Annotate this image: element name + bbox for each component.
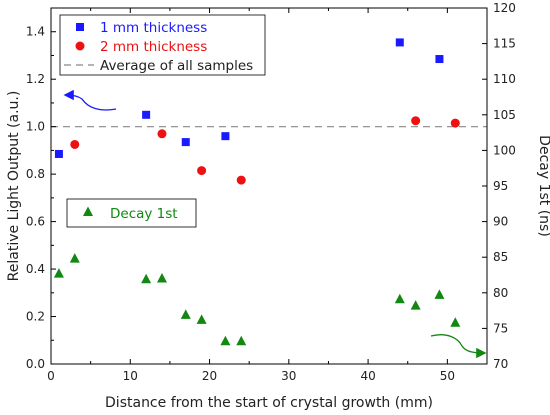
point-s2-3 xyxy=(156,273,167,283)
yr-tick-label-10: 120 xyxy=(493,1,516,15)
y-axis-label-left: Relative Light Output (a.u.) xyxy=(6,91,22,282)
point-s0-4 xyxy=(395,38,404,47)
yr-tick-label-7: 105 xyxy=(493,108,516,122)
point-s0-1 xyxy=(142,110,151,119)
x-tick-label-5: 50 xyxy=(440,369,455,383)
x-tick-label-4: 40 xyxy=(360,369,375,383)
yr-tick-label-3: 85 xyxy=(493,250,508,264)
yl-tick-label-5: 1.0 xyxy=(26,120,45,134)
yl-tick-label-1: 0.2 xyxy=(26,310,45,324)
legend-box-main xyxy=(59,14,266,76)
legend-label-2mm: 2 mm thickness xyxy=(100,39,207,55)
point-s1-2 xyxy=(197,166,207,176)
x-tick-label-0: 0 xyxy=(47,369,55,383)
point-s2-5 xyxy=(196,314,207,324)
yr-tick-label-4: 90 xyxy=(493,215,508,229)
yr-tick-label-0: 70 xyxy=(493,357,508,371)
legend-marker-2mm xyxy=(75,41,85,51)
yl-tick-label-0: 0.0 xyxy=(26,357,45,371)
point-s0-2 xyxy=(181,138,190,147)
point-s1-1 xyxy=(157,129,167,139)
legend-label-decay: Decay 1st xyxy=(110,206,178,222)
point-s2-1 xyxy=(69,253,80,263)
point-s2-0 xyxy=(53,268,64,278)
yl-tick-label-7: 1.4 xyxy=(26,25,45,39)
legend-label-average: Average of all samples xyxy=(100,58,253,74)
plot-area xyxy=(51,38,487,346)
axis-arrows xyxy=(63,89,487,359)
arrow-to-right-axis xyxy=(430,334,487,359)
point-s2-7 xyxy=(236,335,247,346)
point-s1-3 xyxy=(236,175,246,185)
x-axis-label: Distance from the start of crystal growt… xyxy=(105,395,433,411)
yl-tick-label-2: 0.4 xyxy=(26,262,45,276)
yl-tick-label-4: 0.8 xyxy=(26,167,45,181)
point-s0-0 xyxy=(54,149,63,158)
yr-tick-label-9: 115 xyxy=(493,37,516,51)
yr-tick-label-8: 110 xyxy=(493,72,516,86)
point-s2-4 xyxy=(180,309,191,319)
point-s2-10 xyxy=(434,289,445,299)
legend-marker-1mm xyxy=(76,23,84,31)
point-s2-8 xyxy=(394,293,405,304)
point-s2-6 xyxy=(220,335,231,346)
x-tick-label-1: 10 xyxy=(123,369,138,383)
yr-tick-label-2: 80 xyxy=(493,286,508,300)
point-s2-2 xyxy=(141,273,152,284)
x-tick-label-3: 30 xyxy=(281,369,296,383)
legend-marker-decay xyxy=(83,206,93,216)
point-s0-3 xyxy=(221,132,230,141)
yl-tick-label-3: 0.6 xyxy=(26,215,45,229)
point-s1-4 xyxy=(411,116,421,126)
point-s2-11 xyxy=(450,317,461,327)
y-axis-label-right: Decay 1st (ns) xyxy=(536,135,550,237)
legend-label-1mm: 1 mm thickness xyxy=(100,20,207,36)
arrow-to-left-axis xyxy=(63,89,117,111)
yr-tick-label-6: 100 xyxy=(493,143,516,157)
point-s2-9 xyxy=(410,300,421,310)
point-s0-5 xyxy=(435,55,444,64)
yl-tick-label-6: 1.2 xyxy=(26,72,45,86)
yr-tick-label-1: 75 xyxy=(493,321,508,335)
point-s1-5 xyxy=(450,118,460,128)
yr-tick-label-5: 95 xyxy=(493,179,508,193)
x-tick-label-2: 20 xyxy=(202,369,217,383)
legend: 1 mm thickness 2 mm thickness Average of a… xyxy=(59,14,266,228)
point-s1-0 xyxy=(70,139,80,149)
axes: 0 10 20 30 40 50 0.0 0.2 0.4 0.6 0.8 1.0 1.2 1.4 70 75 8… xyxy=(6,1,550,411)
